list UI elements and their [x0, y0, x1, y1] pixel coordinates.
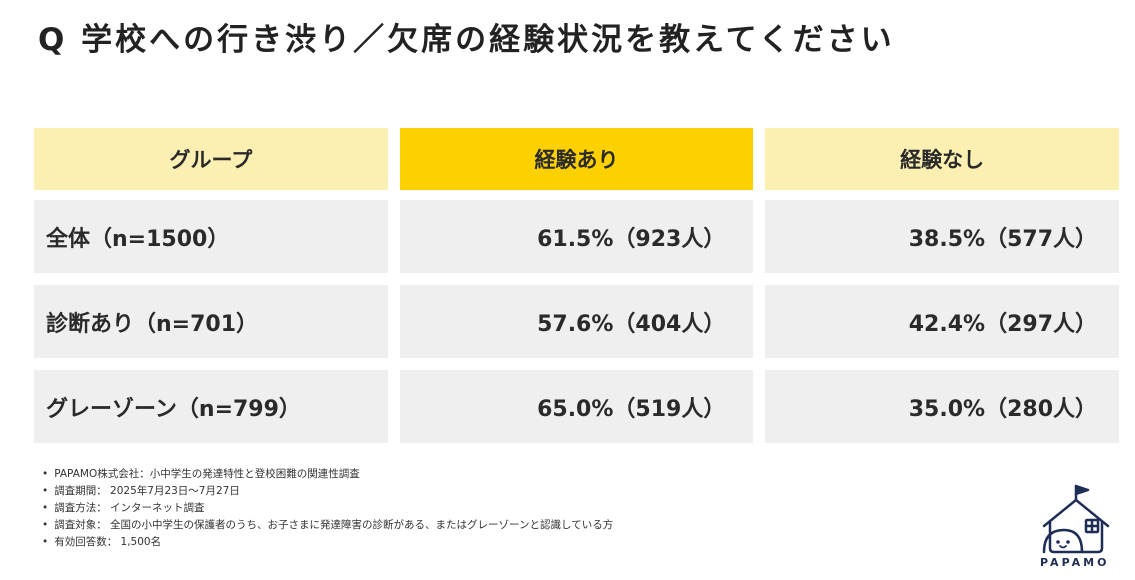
header-experienced: 経験あり: [399, 128, 754, 190]
row-yes-value: 65.0%（519人）: [399, 370, 754, 443]
note-item: 調査対象： 全国の小中学生の保護者のうち、お子さまに発達障害の診断がある、または…: [42, 517, 613, 534]
results-table: グループ 経験あり 経験なし 全体（n=1500） 61.5%（923人） 38…: [34, 128, 1120, 455]
note-item: PAPAMO株式会社：小中学生の発達特性と登校困難の関連性調査: [42, 466, 613, 483]
note-item: 調査方法： インターネット調査: [42, 500, 613, 517]
row-no-value: 42.4%（297人）: [765, 285, 1119, 358]
row-group-label: 全体（n=1500）: [34, 200, 388, 273]
survey-notes: PAPAMO株式会社：小中学生の発達特性と登校困難の関連性調査 調査期間： 20…: [42, 466, 613, 551]
header-group: グループ: [34, 128, 388, 190]
header-not-experienced: 経験なし: [765, 128, 1120, 190]
row-no-value: 38.5%（577人）: [765, 200, 1119, 273]
table-header-row: グループ 経験あり 経験なし: [34, 128, 1120, 190]
note-item: 有効回答数： 1,500名: [42, 534, 613, 551]
table-row: 診断あり（n=701） 57.6%（404人） 42.4%（297人）: [34, 285, 1119, 358]
row-no-value: 35.0%（280人）: [765, 370, 1119, 443]
row-group-label: 診断あり（n=701）: [34, 285, 388, 358]
row-yes-value: 61.5%（923人）: [399, 200, 754, 273]
table-row: グレーゾーン（n=799） 65.0%（519人） 35.0%（280人）: [34, 370, 1119, 443]
house-face-icon: [1042, 484, 1110, 554]
page-title: Q 学校への行き渋り／欠席の経験状況を教えてください: [38, 22, 895, 58]
table-row: 全体（n=1500） 61.5%（923人） 38.5%（577人）: [34, 200, 1119, 273]
logo-text: PAPAMO: [1040, 556, 1110, 569]
note-item: 調査期間： 2025年7月23日〜7月27日: [42, 483, 613, 500]
row-yes-value: 57.6%（404人）: [399, 285, 754, 358]
row-group-label: グレーゾーン（n=799）: [34, 370, 388, 443]
